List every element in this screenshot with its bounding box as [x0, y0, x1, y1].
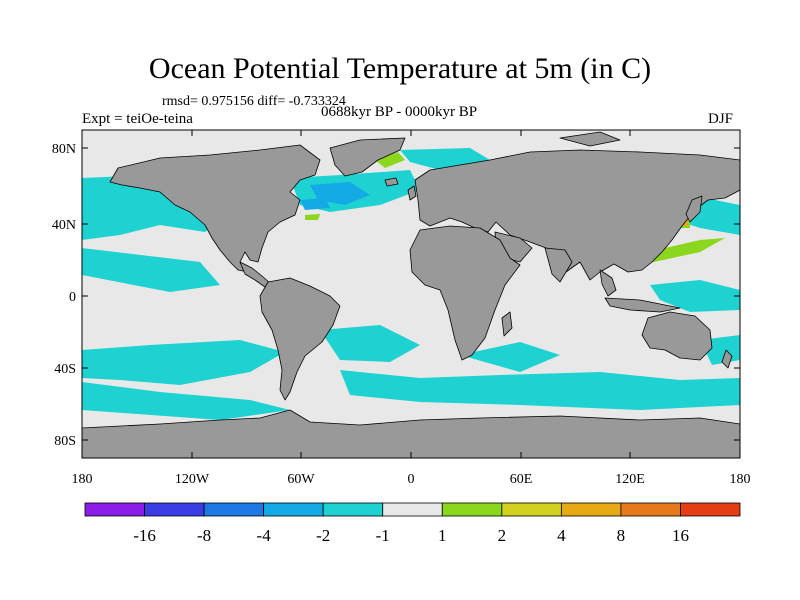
experiment-label: Expt = teiOe-teina [82, 111, 193, 127]
colorbar-label: 4 [557, 526, 566, 545]
anomaly-patch-indian-ocean [460, 342, 560, 372]
anomaly-patch-south-atlantic [320, 325, 420, 362]
anomaly-patch-mid-atlantic [305, 214, 320, 220]
new-zealand [721, 349, 733, 369]
colorbar-swatch [441, 502, 503, 517]
colorbar-swatch [144, 502, 205, 517]
colorbar-swatch [680, 502, 741, 517]
anomaly-lightblue-patches [300, 182, 370, 210]
australia [641, 311, 713, 361]
colorbar-label: 2 [498, 526, 507, 545]
lon-label: 0 [408, 472, 415, 487]
anomaly-patch-southern-band-east [340, 370, 740, 410]
lat-label: 80N [52, 142, 76, 157]
british-isles [407, 185, 417, 201]
colorbar-label: 16 [672, 526, 689, 545]
africa [409, 225, 521, 361]
lon-label: 60W [287, 472, 315, 487]
anomaly-patch-kuroshio [635, 238, 725, 265]
colorbar-label: 1 [438, 526, 447, 545]
indonesia [604, 297, 681, 313]
colorbar-swatch [620, 502, 681, 517]
colorbar-swatch [560, 502, 622, 517]
lon-label: 120E [615, 472, 645, 487]
season-label: DJF [708, 111, 734, 127]
colorbar-label: -16 [133, 526, 156, 545]
japan [685, 195, 703, 223]
anomaly-patch-gulf-stream [300, 198, 330, 210]
colorbar-swatch [382, 502, 443, 517]
lon-label: 180 [730, 472, 751, 487]
southeast-asia [599, 269, 617, 297]
colorbar-swatch [263, 502, 324, 517]
anomaly-patch-west-pacific [650, 280, 740, 312]
colorbar-label: -2 [316, 526, 330, 545]
colorbar-swatch [501, 502, 562, 517]
lat-labels: 80N 40N 0 40S 80S [52, 142, 76, 449]
lat-label: 0 [69, 290, 76, 305]
greenland [329, 137, 406, 177]
stats-text: rmsd= 0.975156 diff= -0.733324 [162, 94, 346, 109]
lat-label: 80S [54, 434, 76, 449]
colorbar-swatch [84, 502, 145, 517]
lon-label: 180 [72, 472, 93, 487]
anomaly-patch-greenland-sea [375, 152, 405, 168]
axis-ticks [81, 130, 741, 458]
lon-labels: 180 120W 60W 0 60E 120E 180 [72, 472, 751, 487]
land-masses [82, 131, 740, 458]
colorbar-label: -4 [257, 526, 272, 545]
colorbar-swatch [203, 502, 265, 517]
chart-title: Ocean Potential Temperature at 5m (in C) [148, 52, 652, 85]
madagascar [501, 311, 513, 337]
iceland [384, 177, 399, 187]
anomaly-patch-south-pacific [82, 340, 285, 385]
colorbar-label: -8 [197, 526, 211, 545]
south-america [259, 277, 341, 401]
anomaly-patch-southern-band-west [82, 382, 290, 420]
colorbar-label: 8 [617, 526, 626, 545]
colorbar [84, 502, 741, 517]
period-label: 0688kyr BP - 0000kyr BP [321, 104, 478, 120]
colorbar-label: -1 [376, 526, 390, 545]
lat-label: 40N [52, 218, 76, 233]
lon-label: 120W [175, 472, 210, 487]
lat-label: 40S [54, 362, 76, 377]
north-america [109, 144, 321, 273]
anomaly-patch-east-pacific [82, 248, 220, 292]
antarctica [82, 409, 740, 458]
arctic-islands [559, 131, 621, 147]
lon-label: 60E [510, 472, 533, 487]
colorbar-swatch [322, 502, 384, 517]
colorbar-labels: -16 -8 -4 -2 -1 1 2 4 8 16 [133, 526, 689, 545]
india [544, 247, 573, 283]
eurasia [414, 149, 740, 281]
